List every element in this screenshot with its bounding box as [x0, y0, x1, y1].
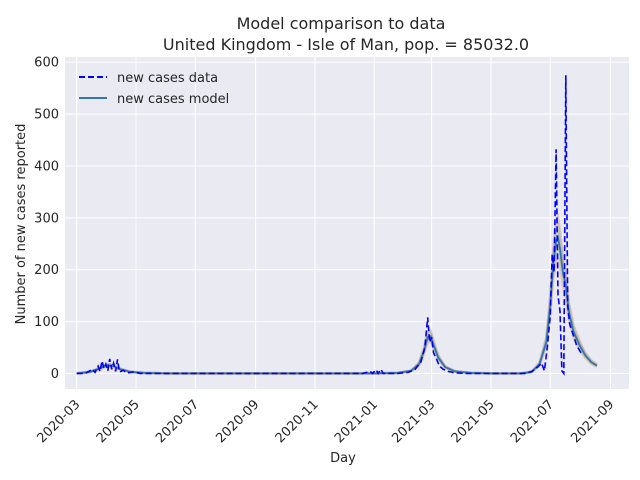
y-tick-label: 0 [51, 367, 59, 382]
y-tick-label: 400 [34, 159, 59, 174]
series-line-model [76, 234, 598, 375]
y-axis-ticks: 0 100 200 300 400 500 600 [34, 56, 59, 382]
plot-area [65, 57, 629, 389]
series-lines [76, 75, 598, 376]
y-tick-label: 300 [34, 211, 59, 226]
grid-lines [65, 57, 629, 389]
series-line-data [76, 75, 583, 376]
y-axis-label: Number of new cases reported [14, 124, 29, 325]
chart-title: Model comparison to data [237, 14, 446, 33]
y-tick-label: 200 [34, 263, 59, 278]
x-axis-label: Day [330, 451, 356, 466]
chart-subtitle: United Kingdom - Isle of Man, pop. = 850… [163, 35, 529, 54]
legend: new cases data new cases model [79, 71, 229, 107]
y-tick-label: 500 [34, 108, 59, 123]
legend-label-model: new cases model [117, 92, 229, 107]
y-tick-label: 600 [34, 56, 59, 71]
y-tick-label: 100 [34, 315, 59, 330]
legend-label-data: new cases data [117, 71, 218, 86]
